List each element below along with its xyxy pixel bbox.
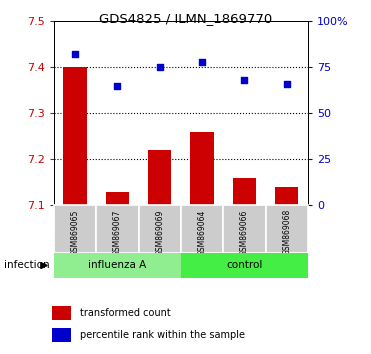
Bar [54,205,96,253]
Bar [138,205,181,253]
Point [157,64,162,70]
Text: influenza A: influenza A [88,261,147,270]
Bar [181,205,223,253]
Bar [233,178,256,205]
Point [242,77,247,83]
Point [114,83,120,88]
Bar [266,205,308,253]
Text: GDS4825 / ILMN_1869770: GDS4825 / ILMN_1869770 [99,12,272,25]
Bar [52,327,71,342]
Text: GSM869068: GSM869068 [282,209,291,255]
Bar [106,192,129,205]
Text: percentile rank within the sample: percentile rank within the sample [80,330,245,340]
Bar [52,306,71,320]
Point [199,59,205,64]
Text: GSM869067: GSM869067 [113,209,122,256]
Text: infection: infection [4,261,49,270]
Bar [275,187,298,205]
Text: GSM869069: GSM869069 [155,209,164,256]
Bar [223,205,266,253]
Point [72,52,78,57]
Text: control: control [226,261,263,270]
Bar [181,253,308,278]
Bar [190,132,214,205]
Point [284,81,290,87]
Bar [63,67,86,205]
Text: GSM869065: GSM869065 [70,209,79,256]
Bar [96,205,138,253]
Text: transformed count: transformed count [80,308,171,318]
Text: GSM869066: GSM869066 [240,209,249,256]
Bar [148,150,171,205]
Text: GSM869064: GSM869064 [197,209,207,256]
Bar [54,253,181,278]
